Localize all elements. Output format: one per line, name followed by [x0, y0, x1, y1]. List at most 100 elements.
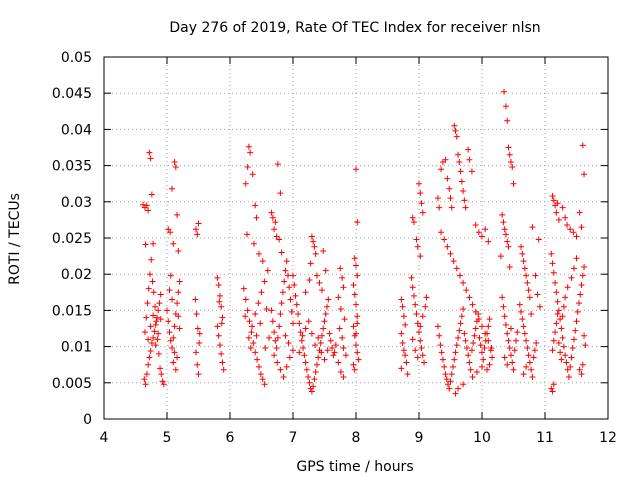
data-point: [528, 311, 535, 318]
data-point: [354, 349, 361, 356]
data-point: [523, 363, 530, 370]
data-point: [174, 300, 181, 307]
data-point: [438, 349, 445, 356]
data-point: [268, 307, 275, 314]
axis-ticks: 4 5 6 7 8 9 10 11 12 0 0.005 0.01 0.015 0.02 0.025 0.03…: [52, 50, 617, 446]
data-point: [470, 339, 477, 346]
data-point: [315, 354, 322, 361]
data-point: [259, 376, 266, 383]
data-point: [307, 260, 314, 267]
data-point: [306, 276, 313, 283]
data-point: [502, 321, 509, 328]
data-point: [335, 359, 342, 366]
data-point: [329, 345, 336, 352]
data-point: [276, 323, 283, 330]
data-point: [552, 279, 559, 286]
data-point: [518, 243, 525, 250]
data-point: [520, 371, 527, 378]
data-point: [288, 308, 295, 315]
data-point: [526, 294, 533, 301]
data-point: [562, 214, 569, 221]
data-point: [414, 354, 421, 361]
data-point: [579, 142, 586, 149]
data-point: [499, 211, 506, 218]
data-point: [308, 388, 315, 395]
data-point: [278, 249, 285, 256]
data-point: [148, 339, 155, 346]
data-point: [143, 314, 150, 321]
data-point: [555, 339, 562, 346]
data-point: [312, 342, 319, 349]
data-point: [313, 361, 320, 368]
data-point: [452, 127, 459, 134]
data-point: [417, 253, 424, 260]
data-point: [502, 103, 509, 110]
data-point: [560, 343, 567, 350]
data-point: [466, 156, 473, 163]
data-point: [460, 381, 467, 388]
data-point: [559, 313, 566, 320]
data-point: [194, 325, 201, 332]
data-point: [171, 349, 178, 356]
data-point: [568, 354, 575, 361]
data-point: [443, 376, 450, 383]
data-point: [487, 347, 494, 354]
data-point: [259, 258, 266, 265]
data-point: [463, 345, 470, 352]
data-point: [326, 330, 333, 337]
data-point: [417, 337, 424, 344]
data-point: [510, 366, 517, 373]
x-tick-label: 6: [226, 430, 235, 446]
data-point: [145, 285, 152, 292]
data-point: [216, 298, 223, 305]
data-point: [157, 291, 164, 298]
data-point: [296, 320, 303, 327]
data-point: [176, 325, 183, 332]
data-point: [559, 334, 566, 341]
data-point: [450, 363, 457, 370]
data-point: [316, 279, 323, 286]
data-point: [550, 337, 557, 344]
data-point: [413, 311, 420, 318]
data-point: [320, 248, 327, 255]
data-point: [520, 323, 527, 330]
data-point: [534, 291, 541, 298]
data-point: [242, 296, 249, 303]
data-point: [283, 258, 290, 265]
data-point: [248, 329, 255, 336]
data-point: [469, 374, 476, 381]
data-point: [553, 289, 560, 296]
data-point: [150, 240, 157, 247]
data-point: [472, 221, 479, 228]
data-point: [484, 330, 491, 337]
data-point: [505, 243, 512, 250]
data-point: [257, 371, 264, 378]
data-point: [555, 216, 562, 223]
data-point: [466, 359, 473, 366]
data-point: [421, 359, 428, 366]
data-point: [311, 243, 318, 250]
data-point: [303, 366, 310, 373]
data-point: [147, 323, 154, 330]
data-point: [145, 336, 152, 343]
data-point: [155, 350, 162, 357]
data-point: [324, 303, 331, 310]
data-point: [453, 265, 460, 272]
data-point: [324, 347, 331, 354]
data-point: [451, 356, 458, 363]
data-point: [485, 323, 492, 330]
data-point: [167, 272, 174, 279]
data-point: [355, 356, 362, 363]
data-point: [473, 368, 480, 375]
data-point: [398, 296, 405, 303]
data-point: [302, 325, 309, 332]
data-point: [579, 361, 586, 368]
data-point: [244, 231, 251, 238]
data-point: [549, 260, 556, 267]
data-point: [159, 378, 166, 385]
data-point: [290, 347, 296, 354]
data-point: [484, 366, 491, 373]
data-point: [296, 349, 303, 356]
data-point: [277, 366, 284, 373]
data-point: [506, 263, 513, 270]
